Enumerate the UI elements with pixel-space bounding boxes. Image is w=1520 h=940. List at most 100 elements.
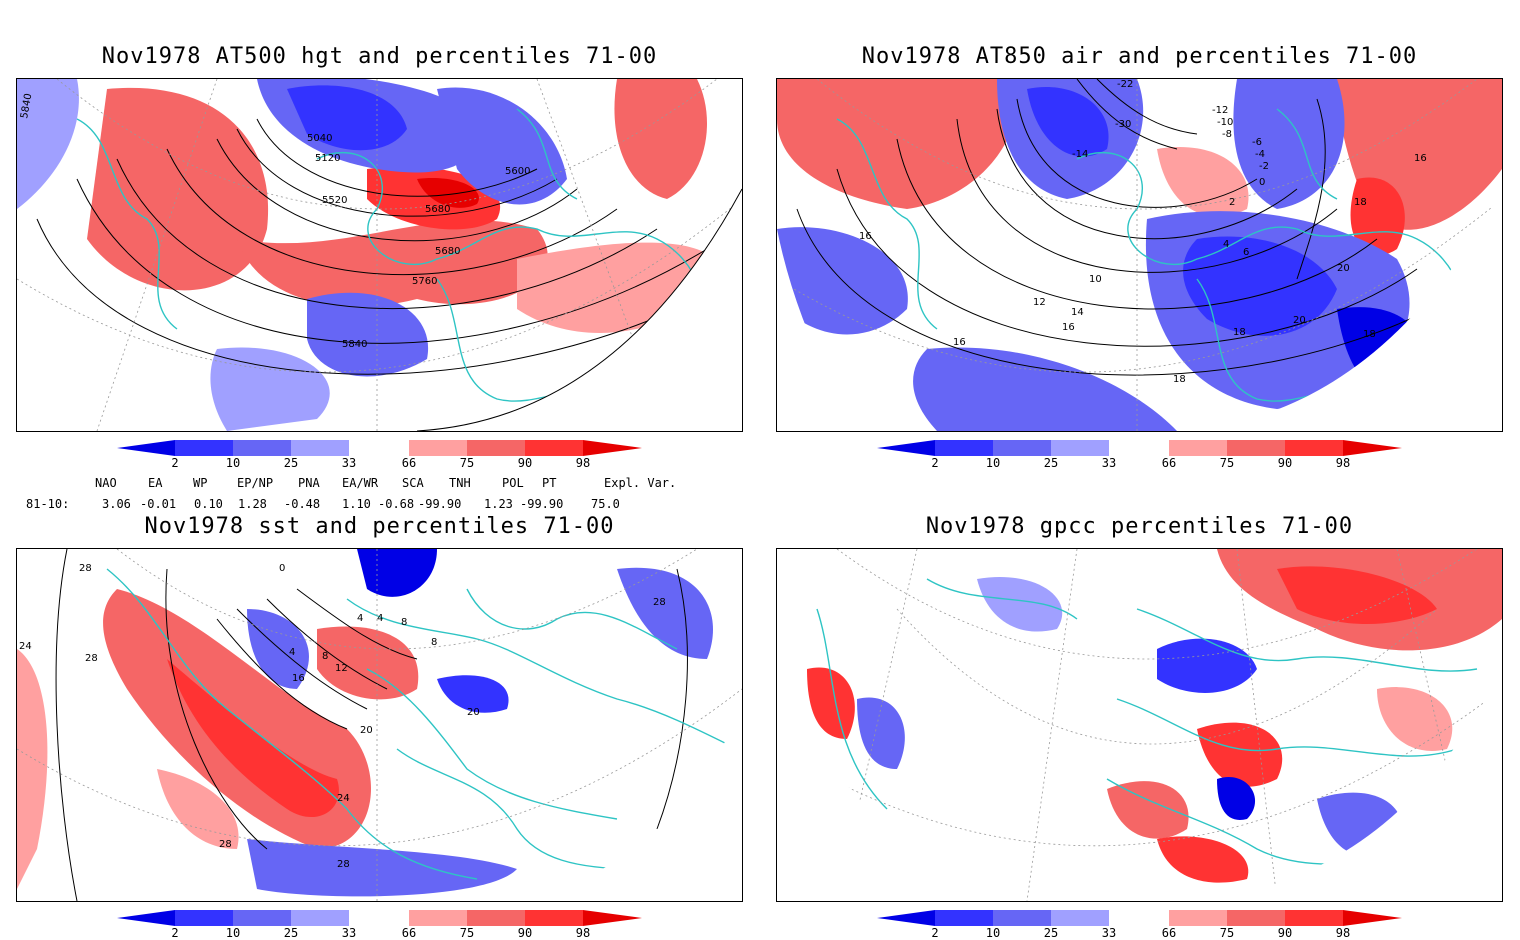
map-air850: -22 -30 -14 -12 -10 -8 -6 -4 -2 0 2 4 6 … (777, 79, 1502, 431)
colorbar-label: 25 (283, 456, 299, 470)
colorbar-label: 66 (401, 926, 417, 940)
colorbar-label: 25 (283, 926, 299, 940)
index-value: -0.01 (140, 497, 177, 511)
colorbar-label: 66 (1161, 456, 1177, 470)
contour-label: 4 (357, 613, 363, 624)
panel-title-air850: Nov1978 AT850 air and percentiles 71-00 (861, 44, 1418, 69)
index-row-label: 81-10: (26, 497, 70, 511)
contour-label: 0 (1259, 177, 1265, 188)
colorbar-label: 2 (171, 926, 179, 940)
contour-label: 28 (85, 653, 98, 664)
index-value: -99.90 (418, 497, 462, 511)
index-value: 1.10 (342, 497, 371, 511)
contour-label: 12 (1033, 297, 1046, 308)
contour-label: 12 (335, 663, 348, 674)
map-hgt500: 5040 5120 5600 5520 5680 5680 5760 5840 … (17, 79, 742, 431)
colorbar-air850: 2 10 25 33 66 75 90 98 (877, 440, 1402, 474)
colorbar-label: 90 (1277, 456, 1293, 470)
contour-label: -10 (1217, 117, 1233, 128)
index-header: PNA (298, 476, 320, 490)
panel-title-sst: Nov1978 sst and percentiles 71-00 (144, 514, 615, 539)
index-header: Expl. Var. (604, 476, 677, 490)
contour-label: -6 (1252, 137, 1262, 148)
contour-label: 5840 (342, 339, 367, 350)
index-value: 75.0 (591, 497, 620, 511)
index-header: EP/NP (237, 476, 274, 490)
contour-label: -8 (1222, 129, 1232, 140)
colorbar-label: 10 (225, 456, 241, 470)
contour-label: 28 (337, 859, 350, 870)
contour-label: 5840 (19, 93, 34, 120)
contour-label: 6 (1243, 247, 1249, 258)
contour-label: -22 (1117, 79, 1133, 90)
contour-label: 28 (653, 597, 666, 608)
colorbar-label: 10 (985, 926, 1001, 940)
colorbar-label: 10 (985, 456, 1001, 470)
contour-label: 5600 (505, 166, 530, 177)
colorbar-label: 33 (1101, 456, 1117, 470)
contour-label: 14 (1071, 307, 1084, 318)
index-value: -0.48 (284, 497, 321, 511)
colorbar-hgt500: 2 10 25 33 66 75 90 98 (117, 440, 642, 474)
contour-label: 4 (377, 613, 383, 624)
contour-label: 10 (1089, 274, 1102, 285)
colorbar-label: 75 (459, 456, 475, 470)
contour-label: -2 (1259, 161, 1269, 172)
colorbar-label: 33 (341, 926, 357, 940)
colorbar-swatches (117, 910, 642, 926)
contour-label: 5760 (412, 276, 437, 287)
contour-label: 5520 (322, 195, 347, 206)
panel-title-gpcc: Nov1978 gpcc percentiles 71-00 (925, 514, 1354, 539)
contour-label: 18 (1363, 329, 1376, 340)
map-sst: 28 24 28 0 4 4 8 4 8 12 16 20 20 24 28 2… (17, 549, 742, 901)
index-value: 0.10 (194, 497, 223, 511)
contour-label: 20 (1337, 263, 1350, 274)
index-header: NAO (95, 476, 117, 490)
colorbar-label: 66 (1161, 926, 1177, 940)
contour-label: 20 (360, 725, 373, 736)
contour-label: -14 (1072, 149, 1088, 160)
contour-label: 18 (1354, 197, 1367, 208)
index-header: PT (542, 476, 557, 490)
map-panel-gpcc (776, 548, 1503, 902)
contour-label: 24 (337, 793, 350, 804)
colorbar-gpcc: 2 10 25 33 66 75 90 98 (877, 910, 1402, 940)
contour-label: 5120 (315, 153, 340, 164)
colorbar-label: 75 (1219, 456, 1235, 470)
contour-label: 16 (859, 231, 872, 242)
contour-label: -4 (1255, 149, 1265, 160)
contour-label: 5040 (307, 133, 332, 144)
contour-label: 18 (1173, 374, 1186, 385)
colorbar-label: 90 (517, 926, 533, 940)
colorbar-label: 75 (1219, 926, 1235, 940)
colorbar-label: 25 (1043, 456, 1059, 470)
colorbar-swatches (117, 440, 642, 456)
contour-label: -12 (1212, 105, 1228, 116)
colorbar-label: 2 (171, 456, 179, 470)
contour-label: 8 (401, 617, 407, 628)
colorbar-label: 33 (1101, 926, 1117, 940)
colorbar-swatches (877, 440, 1402, 456)
colorbar-label: 66 (401, 456, 417, 470)
contour-label: 4 (289, 647, 295, 658)
index-header: POL (502, 476, 524, 490)
contour-label: 28 (219, 839, 232, 850)
colorbar-sst: 2 10 25 33 66 75 90 98 (117, 910, 642, 940)
panel-title-hgt500: Nov1978 AT500 hgt and percentiles 71-00 (101, 44, 658, 69)
index-header: WP (193, 476, 208, 490)
contour-label: 28 (79, 563, 92, 574)
colorbar-label: 90 (517, 456, 533, 470)
colorbar-label: 75 (459, 926, 475, 940)
contour-label: 2 (1229, 197, 1235, 208)
colorbar-label: 90 (1277, 926, 1293, 940)
index-value: -99.90 (520, 497, 564, 511)
index-header: SCA (402, 476, 424, 490)
index-header: TNH (449, 476, 471, 490)
contour-label: 5680 (425, 204, 450, 215)
contour-label: 24 (19, 641, 32, 652)
colorbar-label: 98 (575, 456, 591, 470)
index-value: 1.28 (238, 497, 267, 511)
colorbar-label: 2 (931, 456, 939, 470)
contour-label: 16 (1062, 322, 1075, 333)
contour-label: 5680 (435, 246, 460, 257)
